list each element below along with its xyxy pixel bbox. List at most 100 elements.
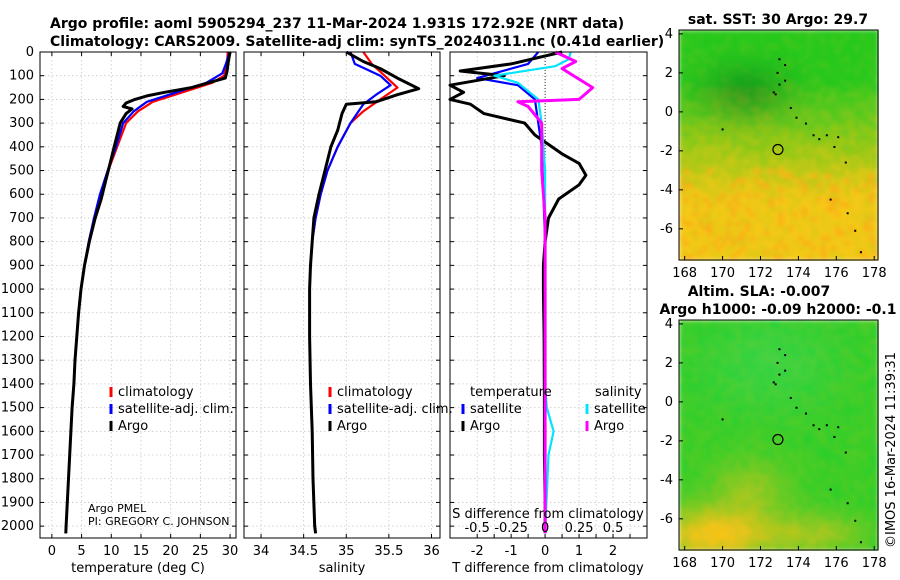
map-cell (702, 502, 709, 508)
map-cell (697, 159, 704, 165)
map-cell (707, 216, 713, 223)
map-cell (873, 197, 879, 204)
map-cell (840, 53, 846, 60)
map-cell (868, 468, 874, 474)
map-cell (835, 396, 841, 403)
map-cell (769, 463, 775, 470)
map-cell (683, 34, 690, 41)
map-cell (688, 387, 694, 393)
map-cell (754, 92, 761, 98)
map-cell (731, 482, 737, 489)
map-cell (750, 68, 756, 74)
map-cell (811, 497, 818, 503)
map-cell (792, 53, 799, 60)
map-cell (783, 363, 789, 369)
map-cell (787, 444, 794, 450)
map-cell (863, 121, 870, 127)
map-cell (787, 221, 794, 228)
map-cell (783, 92, 789, 98)
map-cell (783, 245, 789, 252)
map-cell (854, 68, 860, 74)
map-cell (754, 49, 761, 55)
map-cell (754, 324, 761, 331)
map-cell (816, 173, 822, 180)
map-cell (731, 420, 737, 427)
map-cell (835, 329, 841, 335)
map-cell (787, 497, 794, 503)
map-cell (688, 58, 694, 65)
map-cell (821, 348, 827, 355)
map-cell (769, 250, 775, 256)
map-cell (859, 164, 865, 170)
map-cell (679, 540, 685, 546)
map-cell (787, 458, 794, 465)
map-cell (731, 382, 737, 388)
map-cell (873, 387, 879, 393)
map-cell (759, 97, 765, 103)
map-cell (811, 49, 818, 55)
map-cell (759, 188, 765, 194)
map-cell (868, 236, 874, 242)
map-cell (679, 121, 685, 127)
map-cell (844, 320, 851, 326)
map-cell (816, 348, 822, 355)
map-cell (740, 82, 746, 89)
map-cell (868, 30, 874, 36)
map-cell (688, 430, 694, 436)
map-cell (740, 377, 746, 383)
map-cell (840, 130, 846, 137)
map-cell (859, 49, 865, 55)
map-cell (707, 240, 713, 247)
map-cell (769, 367, 775, 374)
map-cell (754, 353, 761, 359)
map-cell (849, 353, 855, 359)
map-cell (759, 221, 765, 228)
map-cell (740, 34, 746, 41)
map-cell (806, 324, 813, 331)
map-cell (679, 240, 685, 247)
map-cell (735, 377, 742, 383)
map-cell (873, 487, 879, 494)
map-cell (697, 226, 704, 232)
map-cell (811, 320, 818, 326)
map-cell (821, 30, 827, 36)
map-cell (735, 39, 742, 45)
map-cell (750, 97, 756, 103)
temperature-axes-box (39, 51, 237, 539)
map-cell (783, 135, 789, 141)
map-cell (716, 444, 723, 450)
map-cell (693, 506, 699, 513)
map-cell (811, 111, 818, 117)
map-cell (740, 478, 746, 484)
map-cell (716, 425, 723, 431)
map-cell (735, 502, 742, 508)
map-cell (835, 101, 841, 108)
map-cell (754, 97, 761, 103)
salinity-panel: 34 34.5 35 35.5 36 salinity climatology sate… (243, 50, 453, 576)
island-dot (774, 383, 777, 386)
map-cell (797, 82, 803, 89)
map-cell (783, 382, 789, 388)
map-cell (873, 145, 879, 151)
map-cell (679, 145, 685, 151)
map-cell (854, 149, 860, 156)
map-cell (731, 449, 737, 455)
sst-map-panel: sat. SST: 30 Argo: 29.7 168 170 172 174 176 1… (660, 12, 887, 281)
map-cell (754, 502, 761, 508)
map-cell (783, 415, 789, 422)
map-cell (849, 411, 855, 417)
map-cell (806, 135, 813, 141)
map-cell (707, 444, 713, 450)
map-cell (797, 92, 803, 98)
map-cell (735, 545, 742, 551)
map-cell (702, 521, 709, 527)
map-cell (830, 396, 836, 403)
map-cell (835, 34, 841, 41)
map-cell (873, 231, 879, 237)
map-cell (726, 535, 732, 542)
map-cell (721, 82, 727, 89)
map-cell (806, 73, 813, 79)
map-cell (721, 367, 727, 374)
map-cell (769, 39, 775, 45)
map-cell (707, 149, 713, 156)
